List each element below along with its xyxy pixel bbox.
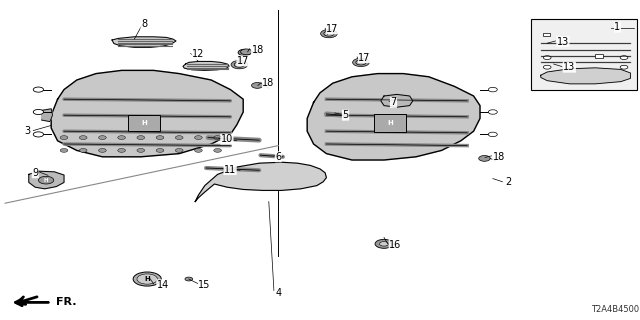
Circle shape [79, 148, 87, 152]
Circle shape [214, 136, 221, 140]
Circle shape [195, 136, 202, 140]
Circle shape [99, 148, 106, 152]
Text: T2A4B4500: T2A4B4500 [591, 305, 639, 314]
Circle shape [488, 110, 497, 114]
Text: 9: 9 [32, 168, 38, 178]
Circle shape [175, 148, 183, 152]
Circle shape [33, 109, 44, 115]
Polygon shape [307, 74, 480, 160]
Circle shape [234, 62, 244, 67]
Circle shape [33, 87, 44, 92]
Circle shape [241, 49, 252, 55]
Bar [595, 54, 603, 58]
Text: 13: 13 [563, 62, 575, 72]
Circle shape [543, 56, 551, 60]
Circle shape [620, 56, 628, 60]
Circle shape [60, 136, 68, 140]
Text: 14: 14 [157, 280, 169, 290]
Circle shape [324, 31, 334, 36]
Text: H: H [141, 120, 147, 126]
Text: 18: 18 [493, 152, 505, 162]
Circle shape [156, 148, 164, 152]
Polygon shape [541, 68, 630, 84]
Text: 15: 15 [198, 280, 211, 290]
Circle shape [175, 136, 183, 140]
Text: 8: 8 [141, 19, 147, 29]
Circle shape [99, 136, 106, 140]
Text: 1: 1 [614, 22, 621, 32]
Circle shape [356, 60, 366, 65]
Circle shape [620, 65, 628, 69]
Circle shape [185, 277, 193, 281]
Circle shape [133, 272, 161, 286]
Text: 6: 6 [275, 152, 282, 162]
Text: 13: 13 [557, 36, 569, 47]
Circle shape [118, 148, 125, 152]
Circle shape [33, 132, 44, 137]
Circle shape [137, 148, 145, 152]
Circle shape [238, 49, 251, 56]
Circle shape [375, 239, 393, 248]
Polygon shape [51, 70, 243, 157]
Circle shape [195, 148, 202, 152]
Circle shape [380, 242, 388, 246]
Text: 5: 5 [342, 110, 349, 120]
Text: 17: 17 [358, 52, 371, 63]
Circle shape [321, 29, 337, 38]
Text: H: H [145, 276, 150, 282]
Circle shape [137, 136, 145, 140]
Text: 12: 12 [192, 49, 204, 60]
Polygon shape [183, 61, 229, 70]
Circle shape [38, 176, 54, 184]
Text: 18: 18 [252, 44, 264, 55]
Bar [543, 33, 550, 36]
Text: 4: 4 [275, 288, 282, 298]
Circle shape [137, 274, 157, 284]
Circle shape [156, 136, 164, 140]
Bar [531, 19, 637, 90]
Circle shape [79, 136, 87, 140]
Circle shape [231, 60, 248, 69]
Polygon shape [112, 37, 176, 47]
Circle shape [543, 65, 551, 69]
Text: 7: 7 [390, 97, 397, 108]
FancyBboxPatch shape [128, 115, 160, 131]
Text: 3: 3 [24, 126, 31, 136]
Polygon shape [381, 94, 413, 107]
Text: 10: 10 [221, 134, 233, 144]
Text: 11: 11 [224, 164, 236, 175]
Text: 2: 2 [506, 177, 512, 188]
Text: 17: 17 [237, 56, 249, 66]
FancyBboxPatch shape [374, 114, 406, 132]
Circle shape [214, 148, 221, 152]
Text: 18: 18 [262, 78, 275, 88]
Polygon shape [195, 162, 326, 202]
Circle shape [488, 87, 497, 92]
Text: 17: 17 [326, 24, 339, 34]
Text: H: H [44, 178, 49, 183]
Polygon shape [29, 171, 64, 189]
Circle shape [60, 148, 68, 152]
Text: H: H [388, 120, 393, 126]
Text: FR.: FR. [56, 297, 77, 308]
Circle shape [488, 132, 497, 137]
Circle shape [479, 156, 490, 161]
Polygon shape [42, 109, 52, 122]
Circle shape [353, 58, 369, 67]
Circle shape [118, 136, 125, 140]
Text: 16: 16 [389, 240, 401, 250]
Circle shape [252, 83, 263, 88]
